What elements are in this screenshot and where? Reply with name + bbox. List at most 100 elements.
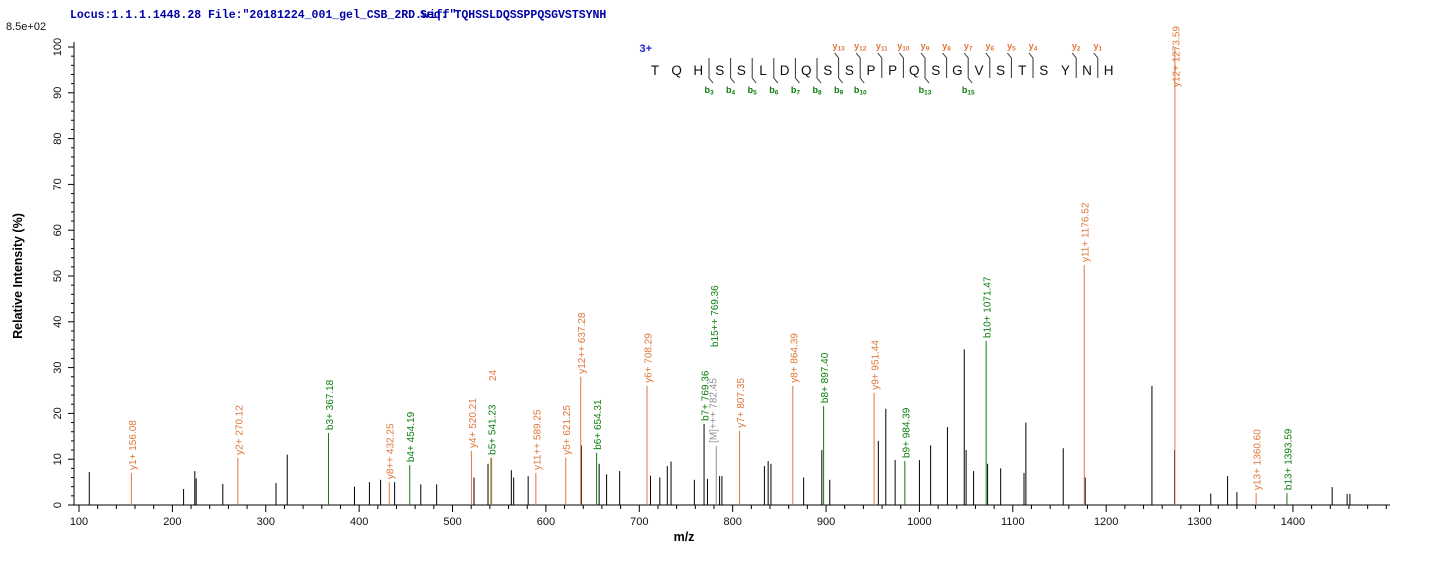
- peak-label: y4+ 520.21: [468, 398, 479, 448]
- ion-flag-label: y8: [942, 41, 951, 53]
- residue-letter: S: [823, 63, 832, 78]
- peak-label: y8+ 864.39: [789, 333, 800, 383]
- y-tick-label: 100: [52, 38, 64, 56]
- ion-flag-label: y13: [832, 41, 845, 53]
- x-tick-label: 900: [817, 516, 835, 528]
- ion-flag-label: b7: [791, 85, 801, 97]
- peak-label: y7+ 807.35: [736, 378, 747, 428]
- y-tick-label: 0: [52, 502, 64, 508]
- residue-letter: Y: [1061, 63, 1070, 78]
- ion-flag-label: y12: [854, 41, 867, 53]
- cleavage-bar: [963, 52, 973, 84]
- residue-letter: N: [1082, 63, 1092, 78]
- residue-letter: H: [693, 63, 703, 78]
- peak-label: y13+ 1360.60: [1253, 429, 1264, 490]
- cleavage-bar: [1093, 52, 1099, 78]
- ion-flag-label: b15: [962, 85, 975, 97]
- y-axis-title: Relative Intensity (%): [11, 213, 25, 339]
- x-tick-label: 100: [70, 516, 88, 528]
- peak-label: y11+ 1176.52: [1081, 202, 1092, 262]
- peak-label: b13+ 1393.59: [1283, 428, 1294, 490]
- residue-letter: T: [651, 63, 659, 78]
- peak-label: y5+ 621.25: [562, 405, 573, 455]
- peak-label: b6+ 654.31: [593, 399, 604, 450]
- cleavage-bar: [855, 52, 865, 84]
- y-axis-ticks: 0 10 20 30 40 50 60 70 80 90 100 Relative Intensity…: [11, 38, 74, 508]
- residue-letter: S: [845, 63, 854, 78]
- peak-label: y1+ 156.08: [128, 420, 139, 470]
- peak-label: y2+ 270.12: [234, 405, 245, 455]
- peak-label: y11++ 589.25: [532, 409, 543, 470]
- residue-letter: H: [1104, 63, 1114, 78]
- cleavage-bar: [730, 58, 735, 84]
- intensity-max-label: 8.5e+02: [6, 21, 47, 33]
- cleavage-bar: [942, 52, 948, 78]
- cleavage-bar: [985, 52, 991, 78]
- x-tick-label: 1400: [1281, 516, 1305, 528]
- peak-label: y12+ 1273.59: [1171, 26, 1182, 87]
- y-tick-label: 90: [52, 87, 64, 99]
- cleavage-bar: [794, 58, 800, 84]
- residue-letter: T: [1018, 63, 1026, 78]
- y-tick-label: 50: [52, 270, 64, 282]
- x-axis-title: m/z: [674, 530, 695, 544]
- ion-flag-label: b10: [854, 85, 867, 97]
- residue-letter: Q: [801, 63, 812, 78]
- ion-flag-label: y10: [897, 41, 910, 53]
- residue-letter: L: [759, 63, 767, 78]
- ion-flag-label: b9: [834, 85, 844, 97]
- cleavage-bar: [877, 52, 883, 78]
- peak-label: y9+ 951.44: [871, 340, 882, 390]
- y-tick-label: 10: [52, 453, 64, 465]
- peak-label: b15++ 769.36: [710, 285, 721, 347]
- residue-letter: P: [888, 63, 897, 78]
- ion-flag-label: y5: [1007, 41, 1016, 53]
- x-tick-label: 700: [630, 516, 648, 528]
- x-tick-label: 1000: [907, 516, 931, 528]
- cleavage-bar: [751, 58, 757, 84]
- ion-flag-label: y7: [964, 41, 973, 53]
- precursor-charge-label: 3+: [639, 43, 652, 55]
- ion-flag-label: b8: [812, 85, 822, 97]
- peak-label: b4+ 454.19: [406, 411, 417, 462]
- peptide-ladder: 3+T Q H S S L D Q S S P P Q S G V S T S Y N Hb3 b4 b5 b6 b7 b8y13b…: [639, 41, 1113, 97]
- residue-letter: P: [866, 63, 875, 78]
- axes: [73, 42, 1390, 506]
- residue-letter: G: [952, 63, 963, 78]
- ion-flag-label: b13: [919, 85, 932, 97]
- x-tick-label: 1100: [1001, 516, 1025, 528]
- cleavage-bar: [816, 58, 822, 84]
- residue-letter: S: [996, 63, 1005, 78]
- ion-flag-label: y11: [876, 41, 888, 53]
- peak-label: y8++ 432.25: [386, 423, 397, 479]
- ion-flag-label: y1: [1093, 41, 1102, 53]
- sequence-header-label: Seq: TQHSSLDQSSPPQSGVSTSYNH: [420, 9, 607, 22]
- x-tick-label: 800: [723, 516, 741, 528]
- peak-label: b9+ 984.39: [901, 407, 912, 458]
- cleavage-bar: [920, 52, 930, 84]
- residue-letter: Q: [671, 63, 682, 78]
- x-tick-label: 300: [257, 516, 275, 528]
- peak-label: y12++ 637.28: [577, 312, 588, 374]
- y-tick-label: 60: [52, 224, 64, 236]
- cleavage-bar: [834, 52, 843, 84]
- peak-labels: y1+ 156.08 y2+ 270.12 b3+ 367.18 y8++ 432.2…: [128, 26, 1295, 490]
- peak-label: 24: [488, 369, 499, 381]
- ion-flag-label: b6: [769, 85, 779, 97]
- peak-label: b3+ 367.18: [325, 379, 336, 430]
- y-tick-label: 20: [52, 407, 64, 419]
- peak-label: b7+ 769.36: [701, 370, 712, 421]
- cleavage-bar: [773, 58, 779, 84]
- y-tick-label: 30: [52, 361, 64, 373]
- ion-flag-label: y2: [1072, 41, 1081, 53]
- residue-letter: V: [974, 63, 983, 78]
- cleavage-bar: [1007, 52, 1012, 78]
- ion-flag-label: b5: [748, 85, 758, 97]
- peak-label: [M]+++ 782.45: [708, 378, 719, 443]
- y-tick-label: 40: [52, 316, 64, 328]
- ion-flag-label: b3: [704, 85, 714, 97]
- peak-label: b10+ 1071.47: [983, 276, 994, 338]
- residue-letter: S: [737, 63, 746, 78]
